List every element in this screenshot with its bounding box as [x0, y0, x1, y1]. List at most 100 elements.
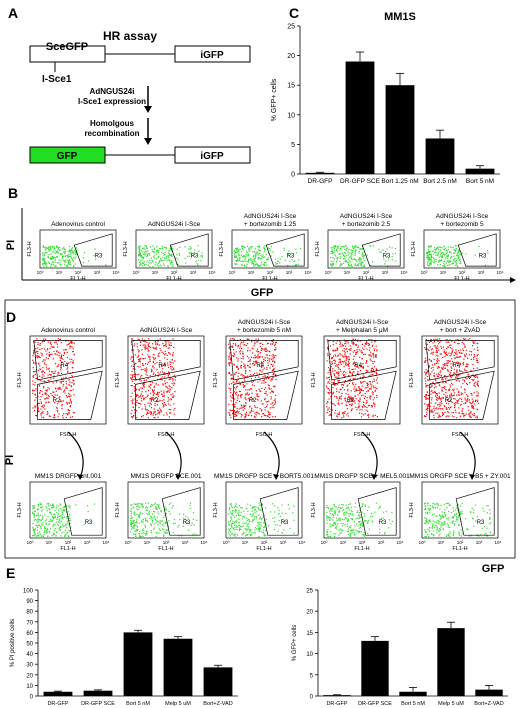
event-dot	[255, 414, 257, 416]
event-dot	[66, 344, 68, 346]
gate-arrow-head	[371, 474, 377, 480]
event-dot	[228, 509, 230, 511]
event-dot	[264, 248, 266, 250]
event-dot	[57, 371, 59, 374]
event-dot	[350, 256, 352, 258]
event-dot	[369, 374, 371, 376]
event-dot	[364, 504, 366, 506]
event-dot	[59, 263, 61, 265]
event-dot	[456, 417, 458, 419]
event-dot	[333, 247, 336, 250]
event-dot	[429, 373, 432, 375]
event-dot	[61, 510, 63, 512]
event-dot	[330, 413, 332, 415]
event-dot	[326, 412, 328, 414]
event-dot	[239, 343, 242, 345]
event-dot	[450, 406, 452, 408]
event-dot	[132, 365, 135, 367]
event-dot	[472, 363, 474, 366]
event-dot	[262, 264, 265, 266]
event-dot	[44, 263, 46, 265]
event-dot	[425, 386, 427, 388]
event-dot	[345, 404, 347, 406]
event-dot	[63, 251, 65, 253]
event-dot	[467, 398, 469, 400]
event-dot	[55, 390, 57, 392]
event-dot	[429, 258, 431, 260]
event-dot	[164, 251, 166, 254]
event-dot	[234, 256, 236, 259]
event-dot	[48, 508, 50, 510]
event-dot	[41, 510, 43, 512]
event-dot	[339, 359, 341, 361]
event-dot	[130, 395, 132, 398]
event-dot	[64, 360, 66, 363]
event-dot	[430, 254, 432, 256]
event-dot	[426, 251, 428, 254]
event-dot	[295, 248, 297, 250]
event-dot	[239, 347, 241, 350]
event-dot	[366, 382, 368, 384]
event-dot	[427, 384, 429, 387]
event-dot	[262, 348, 264, 350]
event-dot	[336, 377, 338, 379]
event-dot	[142, 251, 144, 253]
event-dot	[370, 245, 372, 247]
event-dot	[424, 348, 427, 350]
event-dot	[40, 401, 42, 403]
event-dot	[335, 355, 337, 357]
event-dot	[234, 411, 237, 413]
event-dot	[34, 405, 36, 407]
event-dot	[170, 253, 172, 256]
event-dot	[46, 390, 48, 392]
event-dot	[336, 258, 338, 260]
event-dot	[54, 257, 56, 259]
event-dot	[264, 256, 266, 258]
event-dot	[49, 518, 51, 520]
event-dot	[32, 506, 34, 508]
event-dot	[238, 518, 240, 520]
event-dot	[326, 385, 328, 387]
event-dot	[72, 350, 74, 353]
event-dot	[366, 391, 368, 393]
event-dot	[151, 259, 153, 261]
event-dot	[152, 513, 154, 515]
event-dot	[264, 397, 266, 400]
event-dot	[41, 523, 43, 525]
event-dot	[141, 362, 144, 365]
event-dot	[193, 252, 196, 254]
event-dot	[236, 366, 238, 369]
event-dot	[59, 399, 61, 401]
event-dot	[258, 528, 260, 530]
event-dot	[32, 530, 35, 532]
gate-outline	[457, 233, 497, 267]
plot-x-tick: 10³	[182, 540, 189, 545]
event-dot	[465, 253, 467, 255]
event-dot	[53, 415, 55, 417]
event-dot	[328, 370, 330, 372]
event-dot	[486, 250, 489, 252]
event-dot	[140, 397, 143, 400]
event-dot	[231, 393, 233, 396]
event-dot	[232, 527, 234, 529]
event-dot	[238, 511, 240, 513]
event-dot	[130, 508, 133, 510]
event-dot	[168, 503, 171, 505]
event-dot	[57, 387, 59, 389]
event-dot	[254, 364, 256, 366]
event-dot	[45, 350, 47, 352]
event-dot	[442, 413, 444, 415]
event-dot	[246, 529, 248, 531]
event-dot	[61, 407, 63, 410]
event-dot	[145, 506, 148, 508]
event-dot	[231, 345, 233, 348]
gate-arrow	[165, 431, 182, 479]
event-dot	[455, 262, 457, 264]
event-dot	[133, 503, 136, 505]
event-dot	[58, 521, 60, 523]
event-dot	[376, 369, 378, 371]
event-dot	[147, 354, 149, 356]
event-dot	[157, 343, 159, 346]
event-dot	[270, 343, 272, 345]
